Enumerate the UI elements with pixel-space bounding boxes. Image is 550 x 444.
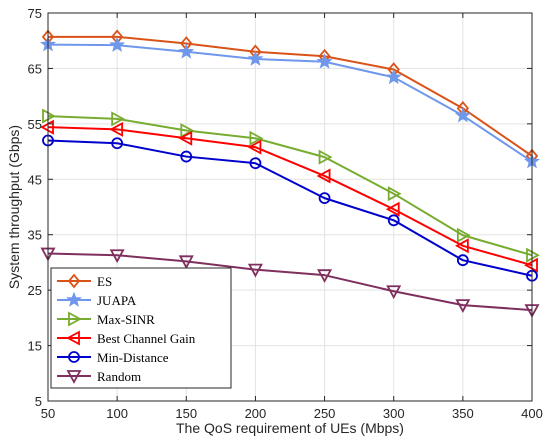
series-line: [47, 115, 533, 257]
ticks: 50 100 150 200 250 300 350 400 5 15 25 35 45 55 65 75: [28, 6, 543, 421]
data-point: [386, 285, 402, 300]
series-min-distance: [42, 134, 538, 282]
legend-label: JUAPA: [97, 293, 137, 308]
data-point: [456, 254, 469, 267]
legend-marker: [67, 273, 81, 289]
legend-label: ES: [97, 274, 112, 289]
y-tick-label: 15: [28, 339, 42, 354]
x-tick-label: 300: [383, 406, 405, 421]
data-point: [109, 121, 124, 137]
x-tick-label: 250: [314, 406, 336, 421]
data-point: [316, 168, 331, 184]
legend-marker: [66, 370, 82, 384]
legend-label: Min-Distance: [97, 350, 169, 365]
data-point: [387, 214, 400, 227]
y-tick-label: 35: [28, 228, 42, 243]
legend-label: Max-SINR: [97, 312, 155, 327]
legend-marker: [68, 351, 80, 363]
y-tick-label: 25: [28, 283, 42, 298]
data-point: [249, 130, 264, 146]
x-tick-label: 150: [175, 406, 197, 421]
legend-marker: [66, 330, 80, 346]
data-point: [455, 299, 471, 313]
data-point: [387, 186, 402, 202]
legend-label: Best Channel Gain: [97, 331, 196, 346]
data-point: [454, 238, 469, 254]
x-tick-label: 50: [41, 406, 55, 421]
series-line: [47, 252, 533, 312]
data-point: [456, 227, 471, 243]
data-point: [111, 137, 124, 150]
legend-item: Min-Distance: [57, 350, 169, 365]
x-tick-label: 100: [106, 406, 128, 421]
data-point: [317, 269, 333, 284]
data-point: [109, 249, 125, 264]
data-point: [385, 201, 400, 217]
y-tick-label: 75: [28, 6, 42, 21]
series-line: [47, 126, 533, 267]
series-random: [40, 247, 540, 318]
data-point: [178, 255, 194, 270]
data-point: [180, 122, 195, 139]
y-tick-label: 55: [28, 117, 42, 132]
y-tick-label: 65: [28, 61, 42, 76]
data-point: [109, 36, 126, 52]
x-axis-title: The QoS requirement of UEs (Mbps): [176, 420, 404, 436]
legend-item: Max-SINR: [57, 311, 155, 327]
data-point: [318, 192, 331, 205]
data-point: [247, 263, 263, 278]
series-juapa: [40, 36, 540, 169]
data-point: [385, 68, 402, 85]
data-point: [249, 157, 262, 170]
data-point: [316, 53, 333, 69]
data-point: [180, 150, 193, 163]
y-axis-title: System throughput (Gbps): [6, 125, 22, 289]
series-best-channel-gain: [40, 119, 538, 273]
legend-box: [50, 267, 232, 389]
legend-label: Random: [97, 369, 141, 384]
series-line: [47, 139, 533, 277]
data-point: [318, 149, 333, 165]
legend-item: Random: [57, 369, 141, 384]
legend-item: JUAPA: [57, 291, 137, 308]
legend-item: ES: [57, 273, 112, 289]
x-tick-label: 350: [452, 406, 474, 421]
data-point: [247, 139, 262, 155]
y-tick-label: 45: [28, 172, 42, 187]
plot-frame: [47, 12, 533, 402]
legend-marker: [68, 311, 82, 327]
data-point: [247, 50, 264, 66]
data-point: [178, 43, 195, 59]
x-tick-label: 200: [245, 406, 267, 421]
series-line: [48, 35, 533, 157]
legend-marker: [66, 291, 82, 307]
legend: ES JUAPA Max-SINR Best Channel Gain Min-Dist…: [50, 267, 232, 389]
data-point: [111, 111, 126, 127]
data-point: [454, 107, 471, 123]
y-tick-label: 5: [35, 394, 42, 409]
x-tick-label: 400: [521, 406, 543, 421]
legend-item: Best Channel Gain: [57, 330, 196, 346]
series-layer: [40, 29, 540, 318]
series-line: [47, 43, 533, 163]
data-point: [178, 130, 193, 146]
